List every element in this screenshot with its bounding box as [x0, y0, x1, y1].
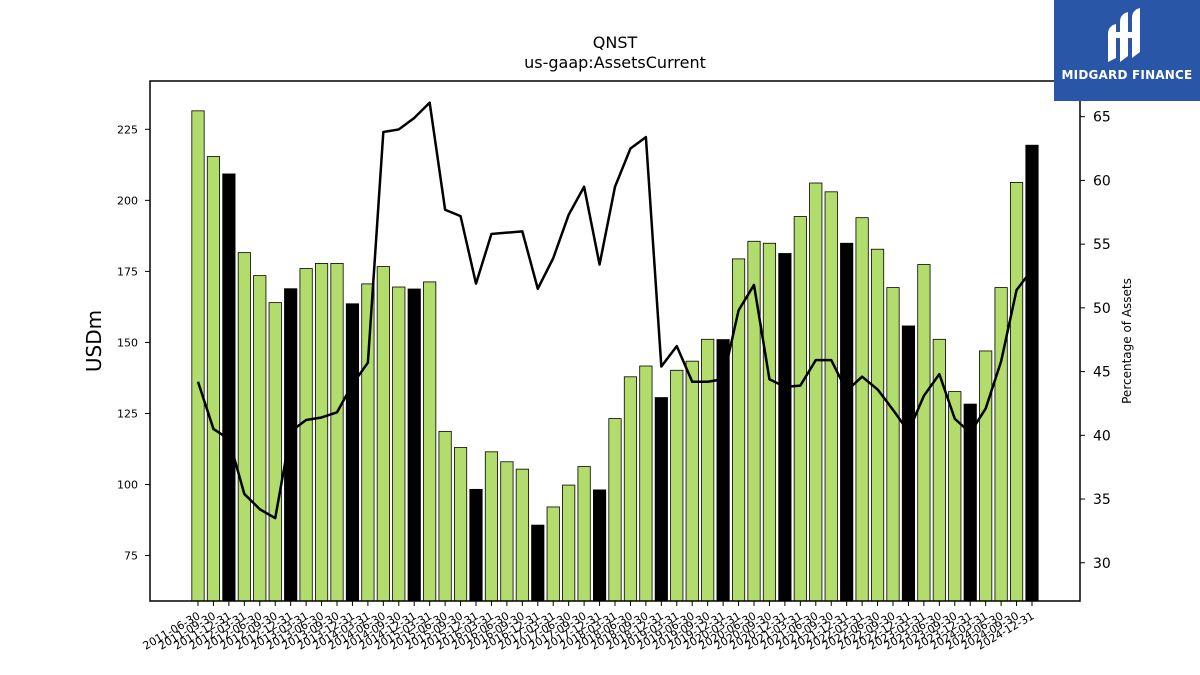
chart-subtitle: us-gaap:AssetsCurrent	[524, 53, 706, 72]
bar-2013-06-30	[314, 263, 329, 602]
bar-2022-03-31	[855, 217, 869, 602]
logo-mark-icon	[1108, 8, 1140, 62]
chart-title: QNST	[593, 33, 638, 52]
bar-2013-03-31	[299, 268, 313, 602]
bar-2018-03-31	[608, 418, 622, 602]
left-tick-label: 175	[117, 265, 138, 278]
bar-2019-06-30	[685, 360, 699, 602]
bar-2022-06-30	[870, 248, 885, 602]
bar-2021-06-30	[809, 182, 823, 602]
bar-2021-12-31	[840, 242, 854, 602]
bar-2018-12-31	[654, 397, 668, 602]
left-tick-label: 75	[124, 550, 138, 563]
bar-2013-12-31	[345, 303, 360, 602]
left-tick-label: 150	[117, 336, 138, 349]
bar-2017-09-30	[577, 466, 591, 602]
bar-2014-09-30	[392, 286, 406, 602]
x-axis: 2011-06-302011-09-302011-12-312012-03-31…	[141, 601, 1037, 653]
bar-2011-09-30	[206, 156, 221, 602]
right-tick-label: 60	[1093, 173, 1111, 189]
bar-2022-12-31	[901, 325, 916, 602]
right-tick-label: 35	[1093, 492, 1111, 508]
y-axis-label: USDm	[82, 310, 106, 372]
bar-2024-12-31	[1025, 144, 1039, 602]
bar-2016-03-31	[484, 451, 499, 602]
bar-2021-09-30	[824, 191, 838, 602]
bar-2021-03-31	[793, 216, 807, 602]
bar-2012-12-31	[284, 288, 298, 602]
right-tick-label: 65	[1093, 110, 1111, 126]
bar-2017-03-31	[546, 506, 560, 602]
bar-2011-12-31	[222, 173, 236, 602]
left-tick-label: 125	[117, 407, 138, 420]
bar-2020-09-30	[762, 242, 777, 602]
bar-2015-06-30	[438, 430, 452, 602]
logo-text: MIDGARD FINANCE	[1061, 68, 1193, 82]
percentage-line	[196, 101, 1033, 520]
bar-2016-09-30	[515, 468, 529, 602]
bar-2023-03-31	[917, 264, 931, 602]
bar-2016-06-30	[500, 461, 514, 602]
left-tick-label: 100	[117, 478, 138, 491]
right-tick-label: 45	[1093, 365, 1111, 381]
bar-2019-03-31	[670, 369, 684, 602]
bar-2024-09-30	[1009, 182, 1024, 602]
bar-2012-06-30	[253, 275, 267, 602]
bar-2018-06-30	[623, 376, 638, 602]
bar-2017-12-31	[592, 489, 607, 602]
y-axis-label-right: Percentage of Assets	[1120, 278, 1134, 404]
bar-2022-09-30	[886, 287, 900, 602]
right-tick-label: 55	[1093, 237, 1111, 253]
bar-2019-09-30	[701, 338, 715, 602]
left-axis: 75 100 125 150 175 200 225	[117, 123, 150, 563]
right-tick-label: 30	[1093, 556, 1111, 572]
bar-2015-09-30	[453, 447, 468, 602]
bar-2016-12-31	[531, 524, 545, 602]
right-axis: 30 35 40 45 50 55 60 65	[1080, 110, 1111, 572]
bar-2018-09-30	[639, 365, 653, 602]
bar-2012-03-31	[237, 252, 251, 602]
bar-2024-06-30	[994, 287, 1008, 602]
bar-2013-09-30	[330, 263, 344, 602]
bar-2012-09-30	[268, 302, 282, 602]
bar-2011-06-30	[191, 110, 205, 602]
bar-2014-06-30	[376, 266, 390, 602]
bar-2020-12-31	[778, 253, 792, 602]
bar-2014-12-31	[407, 288, 421, 602]
left-tick-label: 225	[117, 123, 138, 136]
bar-2014-03-31	[361, 283, 375, 602]
bar-2024-03-31	[979, 350, 993, 602]
left-tick-label: 200	[117, 194, 138, 207]
right-tick-label: 50	[1093, 301, 1111, 317]
bar-2015-03-31	[423, 281, 437, 602]
bar-2020-06-30	[747, 240, 761, 602]
right-tick-label: 40	[1093, 428, 1111, 444]
bar-2015-12-31	[469, 488, 483, 602]
bar-2017-06-30	[562, 484, 576, 602]
midgard-finance-logo: MIDGARD FINANCE	[1054, 0, 1200, 101]
